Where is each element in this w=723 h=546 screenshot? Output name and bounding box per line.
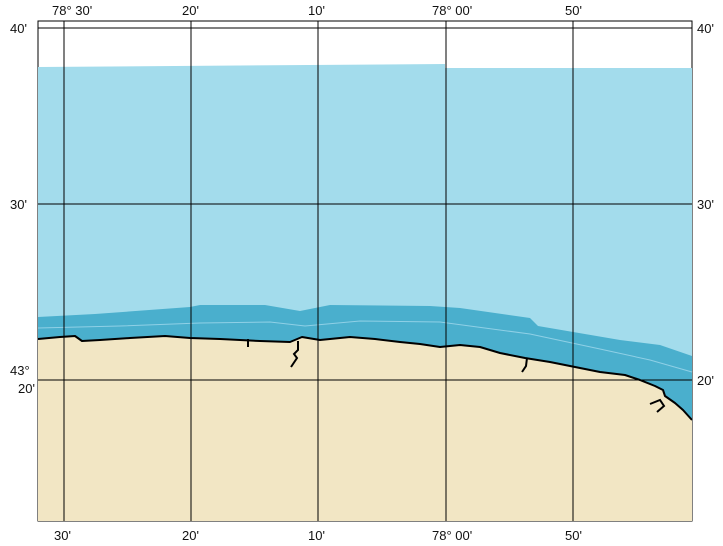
bottom-label-20: 20' [182,528,199,543]
right-label-40: 40' [697,21,714,36]
coastline [37,335,693,421]
right-label-20: 20' [697,373,714,388]
left-label-40: 40' [10,21,27,36]
bottom-label-50: 50' [565,528,582,543]
left-label-43deg: 43° [10,363,30,378]
bottom-label-30: 30' [54,528,71,543]
depth-contour [37,320,693,373]
top-label-10: 10' [308,3,325,18]
left-label-20: 20' [18,381,35,396]
top-label-78-00: 78° 00' [432,3,472,18]
river-3 [521,357,528,373]
land-area [38,336,692,521]
top-label-20: 20' [182,3,199,18]
river-4 [649,398,666,413]
graticule [38,21,692,521]
river-2 [290,341,299,368]
left-label-30: 30' [10,197,27,212]
bottom-label-78-00: 78° 00' [432,528,472,543]
top-label-50: 50' [565,3,582,18]
top-label-78-30: 78° 30' [52,3,92,18]
right-label-30: 30' [697,197,714,212]
bottom-label-10: 10' [308,528,325,543]
